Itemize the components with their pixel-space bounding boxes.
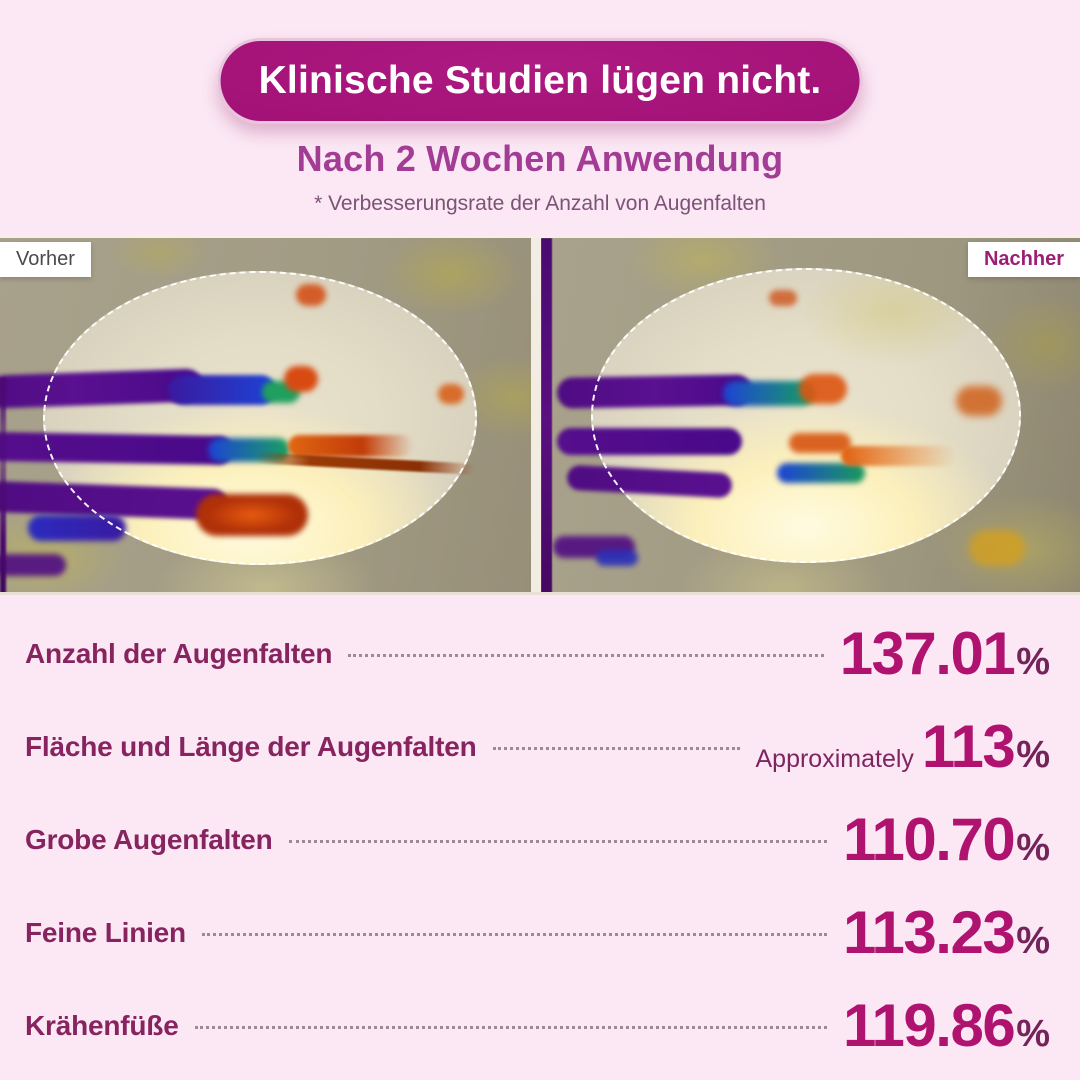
stat-unit: % xyxy=(1016,826,1050,869)
stat-unit: % xyxy=(1016,640,1050,683)
after-photo: Nachher xyxy=(541,238,1080,592)
headline-text: Klinische Studien lügen nicht. xyxy=(258,59,822,102)
dotted-leader xyxy=(288,840,827,843)
dotted-leader xyxy=(201,933,827,936)
dotted-leader xyxy=(194,1026,827,1029)
stat-row: Grobe Augenfalten 110.70 % xyxy=(0,793,1080,886)
dotted-leader xyxy=(492,747,740,750)
stat-label: Krähenfüße xyxy=(25,1009,179,1041)
stat-unit: % xyxy=(1016,919,1050,962)
stat-prefix: Approximately xyxy=(755,744,914,773)
stat-value: 119.86 % xyxy=(842,991,1050,1059)
subtitle: Nach 2 Wochen Anwendung xyxy=(296,138,784,179)
stat-label: Anzahl der Augenfalten xyxy=(25,637,333,669)
stat-label: Grobe Augenfalten xyxy=(25,823,273,855)
stat-label: Feine Linien xyxy=(25,916,186,948)
stat-unit: % xyxy=(1016,733,1050,776)
before-label-text: Vorher xyxy=(16,248,75,270)
stat-value: 113.23 % xyxy=(842,898,1050,966)
stat-number: 113 xyxy=(921,712,1016,780)
edge-band xyxy=(0,378,6,592)
stat-number: 113.23 xyxy=(842,898,1016,966)
after-label-text: Nachher xyxy=(983,248,1064,270)
stat-number: 119.86 xyxy=(842,991,1016,1059)
wrinkle-streak xyxy=(0,554,66,576)
before-label: Vorher xyxy=(0,242,91,277)
after-label: Nachher xyxy=(967,242,1080,277)
stat-value: 110.70 % xyxy=(842,805,1050,873)
stat-label: Fläche und Länge der Augenfalten xyxy=(25,730,477,762)
focus-ellipse xyxy=(43,271,477,565)
stats-list: Anzahl der Augenfalten 137.01 % Fläche u… xyxy=(0,595,1080,1080)
stat-row: Feine Linien 113.23 % xyxy=(0,886,1080,979)
headline-pill: Klinische Studien lügen nicht. xyxy=(217,38,863,124)
stat-row: Anzahl der Augenfalten 137.01 % xyxy=(0,607,1080,700)
edge-band xyxy=(541,238,552,592)
stat-value: 137.01 % xyxy=(839,619,1050,687)
stat-value: Approximately 113 % xyxy=(755,712,1051,780)
stat-row: Krähenfüße 119.86 % xyxy=(0,979,1080,1072)
stat-number: 137.01 xyxy=(839,619,1016,687)
focus-ellipse xyxy=(591,268,1021,563)
footnote: * Verbesserungsrate der Anzahl von Augen… xyxy=(314,192,766,215)
stat-row: Fläche und Länge der Augenfalten Approxi… xyxy=(0,700,1080,793)
stat-number: 110.70 xyxy=(842,805,1016,873)
comparison-strip: Vorher Nachher xyxy=(0,235,1080,595)
stat-unit: % xyxy=(1016,1012,1050,1055)
heat-spot xyxy=(969,530,1025,566)
before-photo: Vorher xyxy=(0,238,531,592)
wrinkle-streak xyxy=(596,550,638,566)
dotted-leader xyxy=(348,654,824,657)
